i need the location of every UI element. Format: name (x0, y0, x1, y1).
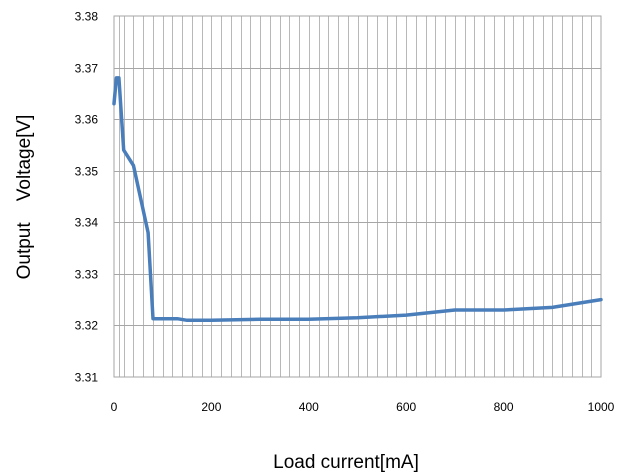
series-line-output-voltage (112, 76, 603, 323)
x-tick-label: 600 (396, 400, 416, 414)
x-axis-tick-labels: 0 200 400 600 800 1000 (111, 400, 615, 414)
y-tick-label: 3.34 (75, 216, 99, 230)
plot-area-frame (113, 15, 602, 378)
horizontal-gridlines (114, 68, 601, 326)
x-tick-label: 200 (201, 400, 221, 414)
y-tick-label: 3.38 (75, 10, 99, 24)
y-tick-label: 3.33 (75, 268, 99, 282)
y-tick-label: 3.37 (75, 62, 99, 76)
y-tick-label: 3.35 (75, 165, 99, 179)
y-tick-label: 3.31 (75, 371, 99, 385)
x-tick-label: 0 (111, 400, 118, 414)
x-tick-label: 1000 (588, 400, 615, 414)
y-tick-label: 3.32 (75, 319, 99, 333)
x-axis-title: Load current[mA] (273, 452, 419, 473)
x-tick-label: 800 (494, 400, 514, 414)
x-tick-label: 400 (299, 400, 319, 414)
y-tick-label: 3.36 (75, 113, 99, 127)
y-axis-title: Output Voltage[V] (14, 115, 35, 280)
vertical-gridlines (119, 16, 592, 377)
y-axis-tick-labels: 3.31 3.32 3.33 3.34 3.35 3.36 3.37 3.38 (75, 10, 99, 385)
